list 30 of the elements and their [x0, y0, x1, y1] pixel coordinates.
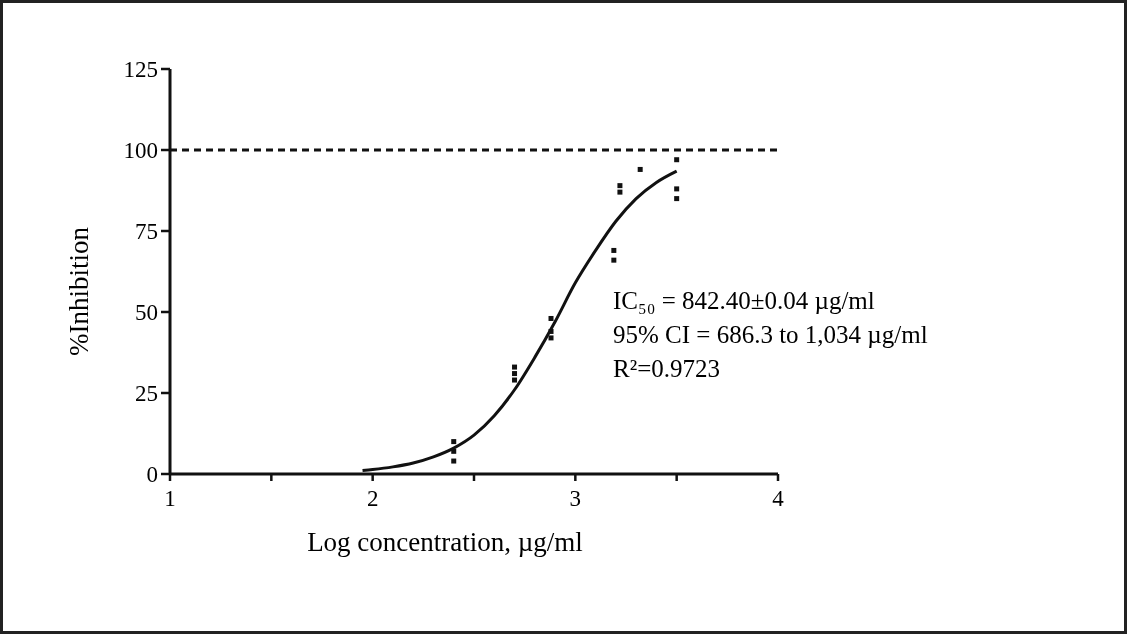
- y-tick-label: 50: [135, 300, 158, 325]
- y-tick-label: 25: [135, 381, 158, 406]
- point: [548, 315, 554, 321]
- y-tick-label: 0: [146, 462, 158, 487]
- y-tick-label: 75: [135, 219, 158, 244]
- point: [674, 196, 680, 202]
- point: [512, 371, 518, 377]
- annotation: IC₅₀ = 842.40±0.04 µg/ml: [613, 287, 875, 314]
- point: [617, 189, 623, 195]
- point: [611, 247, 617, 253]
- point: [637, 166, 643, 172]
- point: [451, 458, 457, 464]
- point: [512, 377, 518, 383]
- point: [617, 183, 623, 189]
- point: [674, 186, 680, 192]
- x-axis-title: Log concentration, µg/ml: [307, 527, 583, 557]
- y-axis-title: %Inhibition: [64, 226, 94, 356]
- point: [451, 439, 457, 445]
- point: [512, 364, 518, 370]
- y-tick-label: 100: [123, 138, 158, 163]
- y-tick-label: 125: [123, 57, 158, 82]
- x-tick-label: 2: [366, 486, 379, 511]
- x-tick-label: 1: [164, 486, 176, 511]
- point: [611, 257, 617, 263]
- x-tick-label: 4: [772, 486, 785, 511]
- point: [548, 335, 554, 341]
- x-tick-label: 3: [569, 486, 582, 511]
- annotation: R²=0.9723: [613, 355, 721, 382]
- annotation: 95% CI = 686.3 to 1,034 µg/ml: [613, 321, 928, 348]
- point: [674, 157, 680, 163]
